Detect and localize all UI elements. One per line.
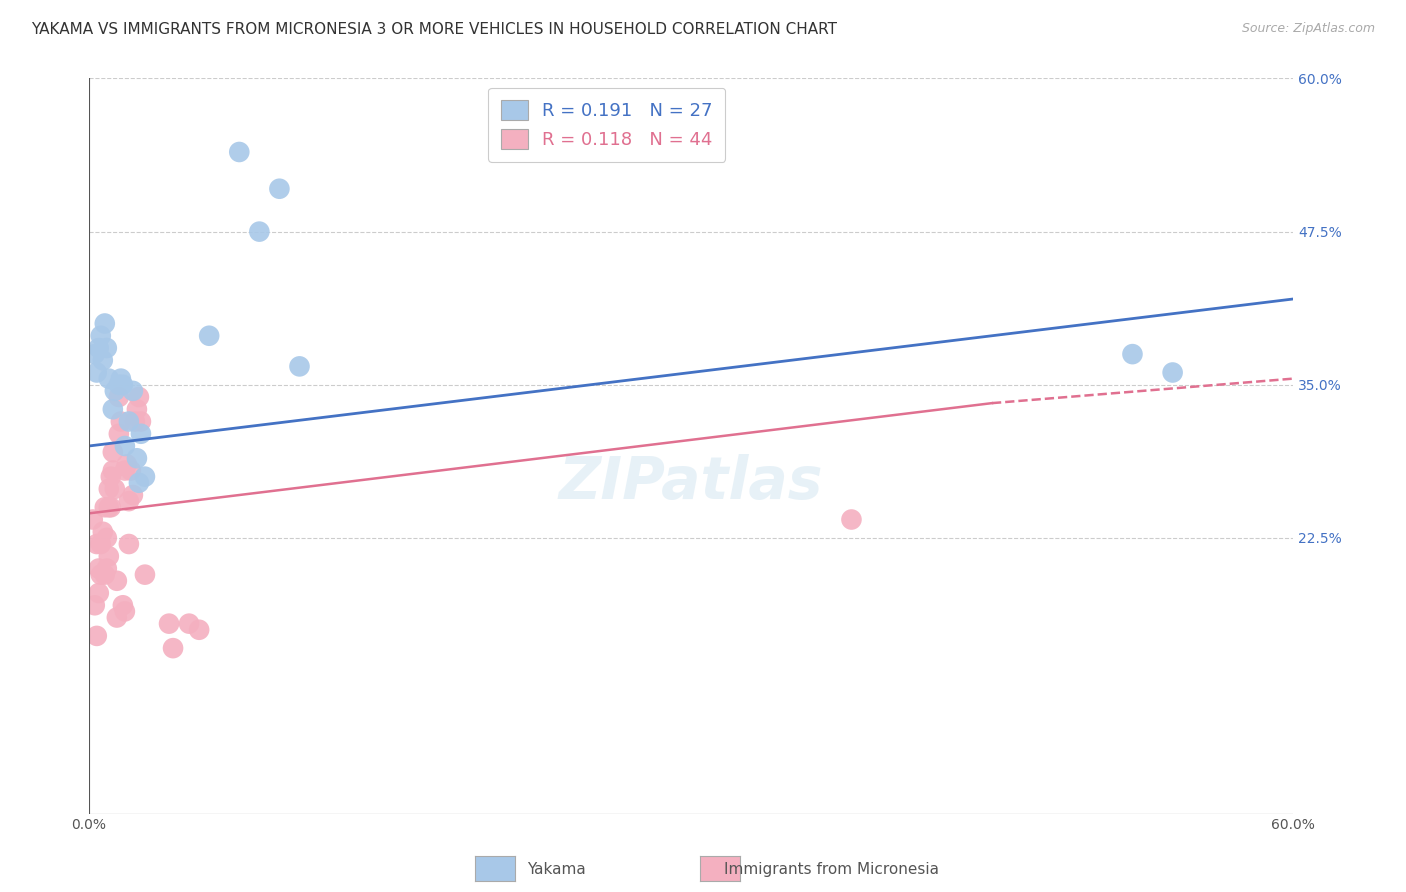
Point [91, 524, 114, 539]
Point [87, 341, 110, 355]
Point [94, 500, 117, 515]
Point [1121, 347, 1143, 361]
Point [87, 586, 110, 600]
Point [188, 623, 211, 637]
Point [94, 567, 117, 582]
Point [128, 390, 150, 404]
Point [83, 599, 105, 613]
Point [86, 366, 108, 380]
Point [100, 500, 122, 515]
Point [114, 604, 136, 618]
Point [108, 377, 131, 392]
Point [97, 500, 120, 515]
Point [96, 561, 118, 575]
Point [90, 328, 112, 343]
Point [90, 567, 112, 582]
Point [118, 537, 141, 551]
Point [90, 537, 112, 551]
Text: YAKAMA VS IMMIGRANTS FROM MICRONESIA 3 OR MORE VEHICLES IN HOUSEHOLD CORRELATION: YAKAMA VS IMMIGRANTS FROM MICRONESIA 3 O… [31, 22, 837, 37]
Point [105, 574, 128, 588]
Point [83, 347, 105, 361]
Point [96, 341, 118, 355]
Point [97, 482, 120, 496]
Point [94, 317, 117, 331]
Point [118, 415, 141, 429]
Point [91, 353, 114, 368]
Legend: R = 0.191   N = 27, R = 0.118   N = 44: R = 0.191 N = 27, R = 0.118 N = 44 [488, 87, 725, 161]
Point [134, 567, 156, 582]
Point [247, 225, 270, 239]
Point [114, 463, 136, 477]
Point [110, 371, 132, 385]
Text: Yakama: Yakama [527, 863, 586, 877]
Point [122, 488, 145, 502]
Point [86, 537, 108, 551]
Point [128, 475, 150, 490]
Point [124, 415, 146, 429]
Point [122, 384, 145, 398]
Point [125, 402, 148, 417]
Point [97, 549, 120, 564]
Point [118, 494, 141, 508]
Point [129, 415, 152, 429]
Point [104, 384, 127, 398]
Point [120, 463, 142, 477]
Point [129, 426, 152, 441]
Point [162, 641, 184, 656]
Point [125, 451, 148, 466]
Point [87, 561, 110, 575]
Point [269, 182, 291, 196]
Point [157, 616, 180, 631]
Point [111, 599, 134, 613]
Point [108, 426, 131, 441]
Point [105, 610, 128, 624]
Point [100, 469, 122, 483]
Point [1161, 366, 1184, 380]
Point [134, 469, 156, 483]
Point [101, 445, 124, 459]
Point [101, 402, 124, 417]
Text: Immigrants from Micronesia: Immigrants from Micronesia [724, 863, 939, 877]
Point [101, 463, 124, 477]
Point [82, 512, 104, 526]
Point [177, 616, 200, 631]
Point [96, 531, 118, 545]
Point [86, 629, 108, 643]
Point [97, 371, 120, 385]
Point [288, 359, 311, 374]
Point [104, 482, 127, 496]
Point [198, 328, 221, 343]
Point [111, 377, 134, 392]
Point [115, 458, 138, 472]
Point [110, 415, 132, 429]
Point [108, 390, 131, 404]
Point [228, 145, 250, 159]
Text: ZIPatlas: ZIPatlas [558, 454, 823, 511]
Point [114, 439, 136, 453]
Point [841, 512, 863, 526]
Text: Source: ZipAtlas.com: Source: ZipAtlas.com [1241, 22, 1375, 36]
